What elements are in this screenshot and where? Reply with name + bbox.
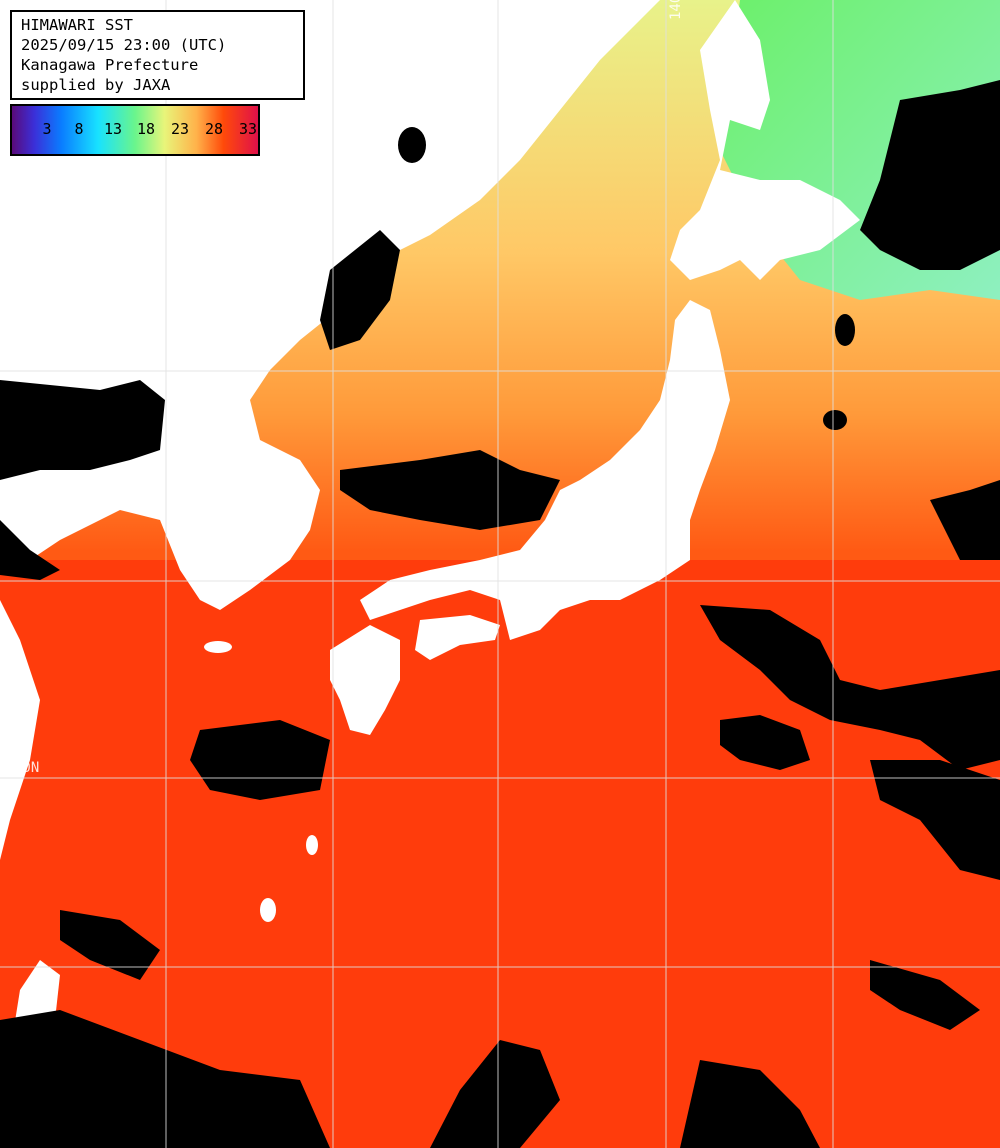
scale-tick-label: 18 (136, 120, 156, 138)
color-scale-legend: 3 8 13 18 23 28 33 (10, 104, 260, 156)
lat-40n-label: 40N (14, 352, 40, 368)
island (306, 835, 318, 855)
hokkaido-land (670, 0, 860, 280)
island (204, 641, 232, 653)
china-coast-land (0, 600, 40, 860)
lon-140e-label: 140E (668, 0, 684, 20)
region-text: Kanagawa Prefecture (21, 56, 199, 74)
scale-tick-label: 28 (204, 120, 224, 138)
island (260, 898, 276, 922)
honshu-land (360, 300, 730, 640)
scale-tick-label: 13 (103, 120, 123, 138)
scale-tick-label: 33 (238, 120, 258, 138)
cloud-cover (0, 80, 1000, 1148)
source-text: supplied by JAXA (21, 76, 171, 94)
shikoku-land (415, 615, 500, 660)
scale-tick-label: 23 (170, 120, 190, 138)
title-text: HIMAWARI SST (21, 16, 133, 34)
lat-30n-label: 30N (14, 760, 40, 776)
scale-tick-label: 8 (74, 120, 84, 138)
kyushu-land (330, 625, 400, 735)
info-box: HIMAWARI SST 2025/09/15 23:00 (UTC) Kanaga… (10, 10, 305, 100)
timestamp-text: 2025/09/15 23:00 (UTC) (21, 36, 227, 54)
scale-tick-label: 3 (42, 120, 52, 138)
